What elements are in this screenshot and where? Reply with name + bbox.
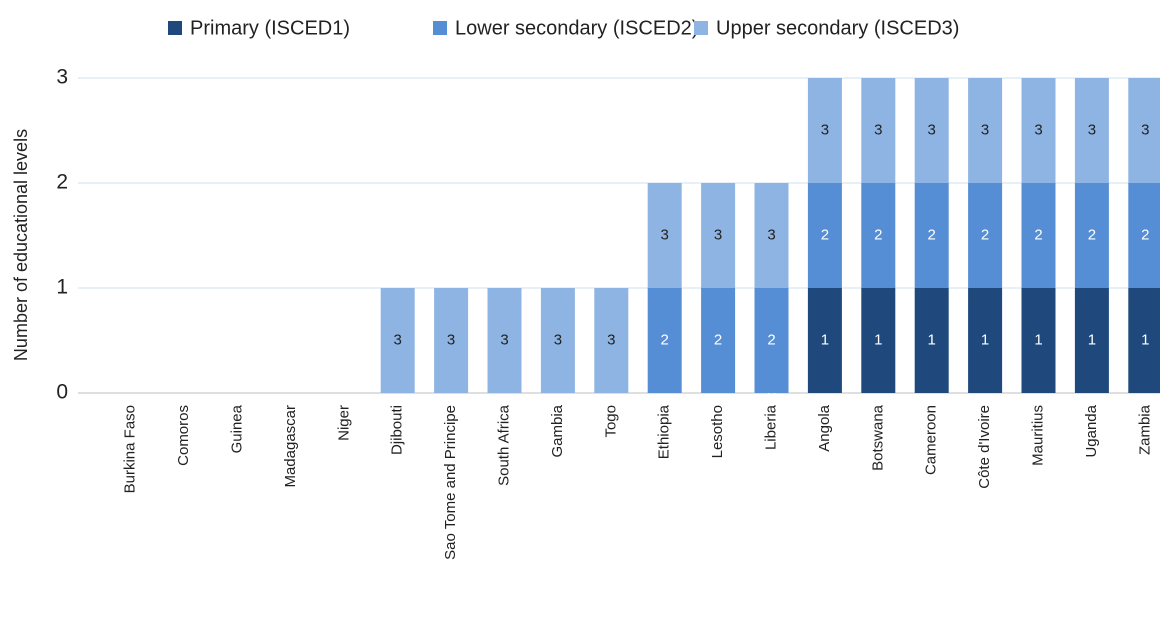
legend-swatch (168, 21, 182, 35)
bar-segment (1074, 183, 1109, 288)
x-tick-label: Mauritius (1029, 405, 1046, 466)
data-label: 3 (447, 331, 455, 348)
legend-swatch (433, 21, 447, 35)
bar-segment (380, 288, 415, 393)
bar-segment (914, 78, 949, 183)
data-label: 0 (767, 386, 775, 403)
bar-segment (968, 183, 1003, 288)
data-label: 3 (821, 121, 829, 138)
data-label: 2 (1034, 226, 1042, 243)
bar-segment (807, 183, 842, 288)
bar-segment (701, 183, 736, 288)
bar-segment (1074, 288, 1109, 393)
data-label: 2 (767, 331, 775, 348)
x-tick-label: Côte d'Ivoire (976, 405, 993, 489)
bar-segment (1021, 288, 1056, 393)
data-label: 2 (661, 331, 669, 348)
x-tick-label: Angola (816, 404, 833, 451)
bar-segment (487, 288, 522, 393)
legend-label: Upper secondary (ISCED3) (716, 17, 959, 39)
y-tick-label: 1 (56, 276, 68, 299)
data-label: 3 (554, 331, 562, 348)
bar-segment (1128, 288, 1160, 393)
bar-segment (914, 183, 949, 288)
bar-segment (861, 288, 896, 393)
data-label: 3 (1034, 121, 1042, 138)
data-label: 2 (821, 226, 829, 243)
x-tick-label: Guinea (228, 404, 245, 453)
x-tick-label: Sao Tome and Principe (442, 405, 459, 560)
data-label: 3 (874, 121, 882, 138)
bar-segment (540, 288, 575, 393)
legend-swatch (694, 21, 708, 35)
x-tick-label: Burkina Faso (122, 405, 139, 493)
data-label: 3 (981, 121, 989, 138)
data-label: 1 (1088, 331, 1096, 348)
data-label: 2 (714, 331, 722, 348)
bar-segment (807, 78, 842, 183)
bar-segment (861, 183, 896, 288)
y-tick-label: 3 (56, 66, 68, 89)
bar-segment (968, 288, 1003, 393)
data-label: 3 (607, 331, 615, 348)
data-label: 3 (1141, 121, 1149, 138)
x-tick-label: Comoros (175, 405, 192, 466)
data-label: 2 (874, 226, 882, 243)
x-tick-label: Zambia (1136, 404, 1153, 455)
bar-segment (861, 78, 896, 183)
data-label: 2 (928, 226, 936, 243)
x-tick-label: Ethiopia (656, 404, 673, 459)
data-label: 1 (874, 331, 882, 348)
x-tick-label: Liberia (762, 404, 779, 450)
bar-segment (647, 288, 682, 393)
legend-label: Primary (ISCED1) (190, 17, 350, 39)
data-label: 1 (1141, 331, 1149, 348)
data-label: 3 (661, 226, 669, 243)
x-tick-label: Lesotho (709, 405, 726, 458)
x-tick-label: Uganda (1083, 404, 1100, 457)
data-label: 1 (981, 331, 989, 348)
bar-segment (701, 288, 736, 393)
x-tick-label: Botswana (869, 404, 886, 471)
x-tick-label: Madagascar (282, 405, 299, 488)
x-tick-label: South Africa (495, 404, 512, 486)
legend-label: Lower secondary (ISCED2) (455, 17, 698, 39)
y-tick-label: 0 (56, 381, 68, 404)
bar-segment (754, 288, 789, 393)
x-tick-label: Niger (335, 405, 352, 441)
bar-segment (968, 78, 1003, 183)
data-label: 3 (714, 226, 722, 243)
x-tick-label: Djibouti (389, 405, 406, 455)
bar-segment (754, 183, 789, 288)
data-label: 3 (767, 226, 775, 243)
bar-segment (1021, 183, 1056, 288)
y-axis-label: Number of educational levels (11, 129, 31, 361)
data-label: 1 (928, 331, 936, 348)
data-label: 2 (1088, 226, 1096, 243)
x-tick-label: Togo (602, 405, 619, 438)
bar-segment (1074, 78, 1109, 183)
data-label: 1 (821, 331, 829, 348)
data-label: 2 (981, 226, 989, 243)
x-tick-label: Cameroon (923, 405, 940, 475)
bar-segment (434, 288, 469, 393)
data-label: 3 (394, 331, 402, 348)
data-label: 1 (1034, 331, 1042, 348)
data-label: 2 (1141, 226, 1149, 243)
data-label: 3 (928, 121, 936, 138)
bar-segment (1021, 78, 1056, 183)
bar-segment (594, 288, 629, 393)
bar-segment (647, 183, 682, 288)
x-tick-label: Gambia (549, 404, 566, 457)
bar-segment (807, 288, 842, 393)
bar-segment (914, 288, 949, 393)
bar-segment (1128, 183, 1160, 288)
data-label: 3 (500, 331, 508, 348)
y-tick-label: 2 (56, 171, 68, 194)
bar-segment (1128, 78, 1160, 183)
data-label: 3 (1088, 121, 1096, 138)
